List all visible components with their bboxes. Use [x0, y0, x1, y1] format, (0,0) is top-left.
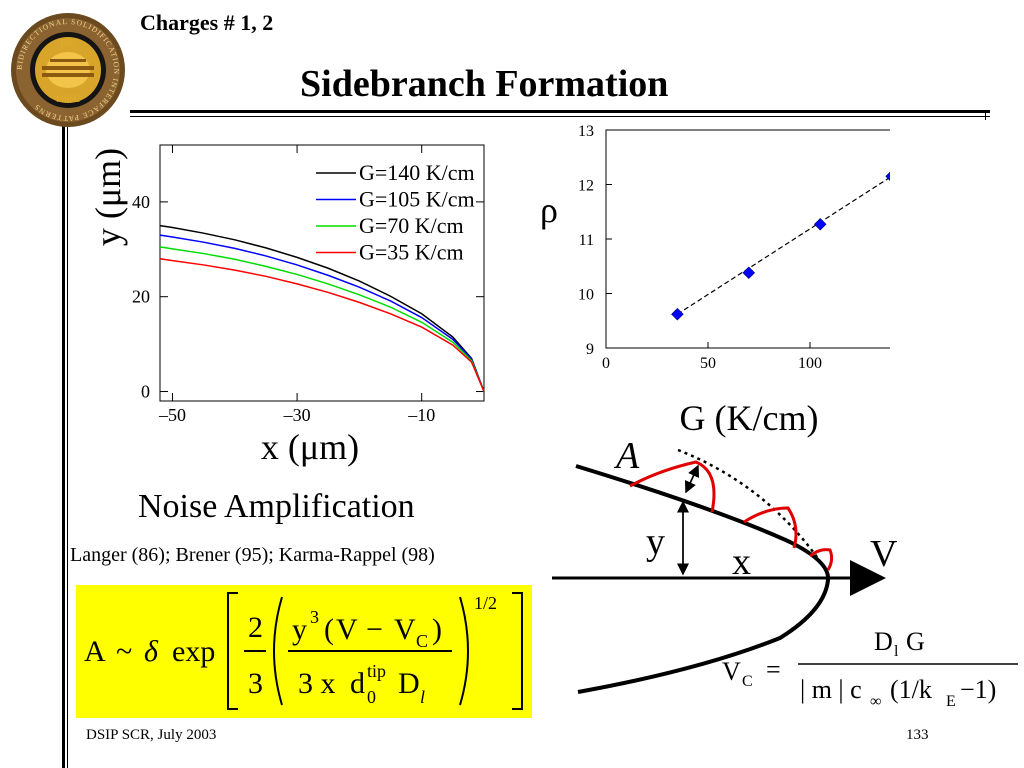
eq-exp: exp: [172, 635, 215, 668]
page-number: 133: [906, 727, 929, 743]
eq-3x: 3 x: [298, 667, 336, 700]
eq-paren-close: ): [432, 613, 442, 646]
x-axis-label: G (K/cm): [680, 398, 819, 438]
tip-profile: [575, 464, 831, 694]
vc-den-inf: ∞: [870, 693, 881, 710]
logo-text-top: ISU: [61, 38, 76, 48]
data-point: [671, 307, 684, 321]
label-A: A: [613, 435, 640, 477]
x-tick-label: 0: [602, 355, 610, 372]
eq-minus: −: [366, 613, 383, 646]
data-point: [813, 217, 827, 231]
dendrite-diagram: A y x V: [552, 435, 898, 694]
plot-frame: [159, 144, 485, 402]
y-tick-label: 9: [586, 341, 594, 358]
label-y: y: [646, 521, 665, 563]
references: Langer (86); Brener (95); Karma-Rappel (…: [70, 544, 435, 566]
eq-V: V: [336, 613, 358, 646]
x-tick-label: –10: [407, 405, 435, 425]
fit-line: [677, 176, 890, 315]
legend-label: G=105 K/cm: [359, 187, 475, 212]
series-line: [159, 258, 485, 392]
y-axis-label: y (μm): [88, 148, 128, 246]
noise-heading: Noise Amplification: [138, 488, 415, 525]
vc-lhs-sub: C: [742, 673, 753, 690]
eq-cube: 3: [310, 607, 319, 627]
series-line: [159, 246, 485, 392]
logo: ISU MSFC BIDIRECTIONAL SOLIDIFICATION IN…: [11, 13, 125, 127]
vc-den-rest: (1/k: [890, 675, 932, 704]
amplitude-arrow-down: [684, 465, 699, 494]
label-x: x: [732, 541, 751, 583]
y-tick-label: 11: [579, 232, 594, 249]
amplitude-equation: A ~ δ exp 2 3 y 3 ( V − V C ) 3 x d 0 ti…: [84, 592, 523, 710]
vc-num-sub: l: [894, 643, 899, 660]
series-line: [159, 224, 485, 392]
header: ISU MSFC BIDIRECTIONAL SOLIDIFICATION IN…: [0, 0, 1024, 127]
vc-equals: =: [766, 655, 781, 684]
y-axis-label: ρ: [540, 190, 558, 230]
x-axis-label: x (μm): [261, 427, 359, 467]
x-tick-label: 50: [700, 355, 716, 372]
label-V: V: [870, 533, 898, 575]
y-tick-label: 13: [578, 123, 594, 140]
plot-frame: [605, 129, 890, 349]
sidebranch-1: [629, 460, 716, 513]
envelope-curve: [677, 448, 828, 571]
eq-tilde: ~: [116, 635, 132, 668]
vc-den: | m | c: [800, 675, 862, 704]
legend-label: G=70 K/cm: [359, 213, 464, 238]
left-border: [0, 0, 70, 768]
eq-D-sub: l: [420, 687, 425, 707]
eq-A: A: [84, 635, 106, 668]
eq-d-sub: 0: [367, 687, 376, 707]
eq-C: C: [416, 631, 428, 651]
title-rule: [130, 110, 990, 113]
eq-VC: V: [394, 613, 416, 646]
eq-d-sup: tip: [367, 661, 386, 681]
y-tick-label: 10: [578, 287, 594, 304]
eq-delta: δ: [144, 635, 159, 668]
legend-label: G=35 K/cm: [359, 240, 464, 265]
eq-paren-open: (: [324, 613, 334, 646]
y-tick-label: 12: [578, 178, 594, 195]
page-title: Sidebranch Formation: [300, 63, 669, 105]
charges-label: Charges # 1, 2: [140, 10, 274, 35]
logo-text-bottom: MSFC: [56, 94, 80, 104]
vc-den-end: −1): [960, 675, 996, 704]
eq-y: y: [292, 613, 307, 646]
y-tick-label: 40: [132, 192, 150, 212]
x-tick-label: –50: [158, 405, 186, 425]
data-point: [742, 266, 756, 280]
y-tick-label: 0: [141, 382, 150, 402]
vc-den-kE: E: [946, 693, 956, 710]
vc-num-D: D: [874, 627, 893, 656]
eq-three: 3: [248, 667, 263, 700]
eq-d: d: [350, 667, 365, 700]
eq-two: 2: [248, 611, 263, 644]
legend-label: G=140 K/cm: [359, 160, 475, 185]
vc-num-G: G: [906, 627, 925, 656]
eq-D: D: [398, 667, 420, 700]
footer-left: DSIP SCR, July 2003: [86, 727, 217, 743]
eq-power: 1/2: [474, 593, 497, 613]
vc-lhs: V: [722, 657, 741, 686]
sidebranch-2: [743, 506, 798, 549]
x-tick-label: –30: [283, 405, 311, 425]
x-tick-label: 100: [798, 355, 822, 372]
series-line: [159, 234, 485, 392]
profile-chart: –50 –30 –10 0 20 40 G=140 K/cmG=105 K/cmG=70 K…: [88, 144, 485, 467]
sidebranch-3: [809, 548, 834, 571]
rho-chart: 050100150910111213G (K/cm)ρ: [540, 123, 890, 438]
vc-equation: V C = D l G | m | c ∞ (1/k E −1): [722, 627, 1018, 710]
data-point: [885, 171, 890, 182]
y-tick-label: 20: [132, 287, 150, 307]
